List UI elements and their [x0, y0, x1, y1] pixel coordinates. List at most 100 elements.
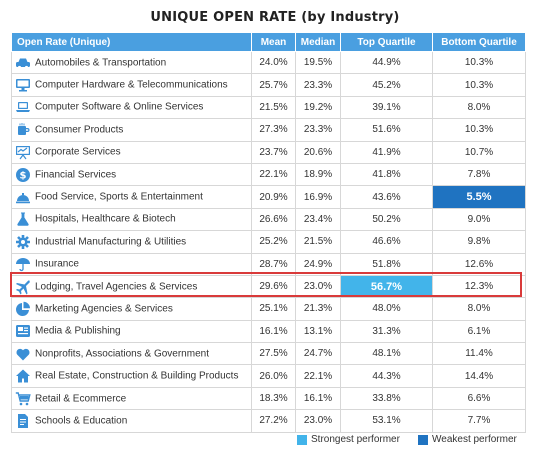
house-icon: [15, 368, 31, 384]
table-row: Industrial Manufacturing & Utilities 25.2…: [11, 230, 526, 254]
bottom-quartile-cell: 7.7%: [432, 409, 526, 433]
open-rate-table: Open Rate (Unique) Mean Median Top Quart…: [11, 32, 526, 433]
airplane-icon: [15, 279, 31, 295]
median-cell: 21.5%: [295, 230, 341, 254]
mean-cell: 27.5%: [251, 342, 296, 366]
industry-cell: Corporate Services: [11, 141, 252, 164]
mean-cell: 16.1%: [251, 320, 296, 344]
industry-label: Industrial Manufacturing & Utilities: [35, 236, 187, 248]
car-icon: [15, 55, 31, 71]
umbrella-icon: [15, 256, 31, 272]
mean-cell: 21.5%: [251, 96, 296, 120]
industry-cell: Media & Publishing: [11, 320, 252, 344]
table-row: Real Estate, Construction & Building Pro…: [11, 364, 526, 388]
bottom-quartile-cell: 12.3%: [432, 275, 526, 299]
strongest-legend-label: Strongest performer: [311, 434, 400, 445]
top-quartile-cell: 44.3%: [340, 364, 433, 388]
header-industry: Open Rate (Unique): [11, 32, 252, 52]
industry-label: Financial Services: [35, 169, 117, 181]
top-quartile-cell: 48.0%: [340, 297, 433, 321]
bottom-quartile-cell: 10.3%: [432, 73, 526, 97]
mean-cell: 24.0%: [251, 51, 296, 75]
industry-cell: Industrial Manufacturing & Utilities: [11, 230, 252, 254]
top-quartile-cell: 33.8%: [340, 387, 433, 411]
industry-cell: $ Financial Services: [11, 163, 252, 187]
pie-chart-icon: [15, 301, 31, 317]
median-cell: 20.6%: [295, 141, 341, 164]
industry-cell: Nonprofits, Associations & Government: [11, 342, 252, 366]
open-rate-table-wrapper: Open Rate (Unique) Mean Median Top Quart…: [11, 32, 526, 433]
table-body: Automobiles & Transportation 24.0% 19.5% 44…: [11, 51, 526, 433]
top-quartile-cell: 39.1%: [340, 96, 433, 120]
top-quartile-cell: 44.9%: [340, 51, 433, 75]
mean-cell: 25.7%: [251, 73, 296, 97]
top-quartile-cell: 48.1%: [340, 342, 433, 366]
median-cell: 24.9%: [295, 253, 341, 276]
strongest-swatch: [297, 435, 307, 445]
bottom-quartile-cell: 9.8%: [432, 230, 526, 254]
industry-label: Schools & Education: [35, 415, 128, 427]
presentation-icon: [15, 144, 31, 160]
top-quartile-cell: 51.6%: [340, 118, 433, 142]
median-cell: 16.9%: [295, 185, 341, 209]
median-cell: 19.2%: [295, 96, 341, 120]
legend: Strongest performer Weakest performer: [0, 434, 550, 448]
mean-cell: 27.2%: [251, 409, 296, 433]
mean-cell: 18.3%: [251, 387, 296, 411]
bottom-quartile-cell: 14.4%: [432, 364, 526, 388]
bottom-quartile-cell: 10.3%: [432, 118, 526, 142]
bottom-quartile-cell: 8.0%: [432, 297, 526, 321]
top-quartile-cell: 41.9%: [340, 141, 433, 164]
industry-label: Computer Hardware & Telecommunications: [35, 79, 228, 91]
top-quartile-cell: 50.2%: [340, 208, 433, 232]
industry-cell: Food Service, Sports & Entertainment: [11, 185, 252, 209]
page-title: UNIQUE OPEN RATE (by Industry): [150, 10, 400, 25]
industry-label: Consumer Products: [35, 124, 124, 136]
industry-label: Media & Publishing: [35, 325, 121, 337]
industry-label: Retail & Ecommerce: [35, 393, 127, 405]
bottom-quartile-cell: 6.6%: [432, 387, 526, 411]
industry-label: Insurance: [35, 258, 79, 270]
mean-cell: 25.2%: [251, 230, 296, 254]
bottom-quartile-cell: 5.5%: [432, 185, 526, 209]
heart-icon: [15, 346, 31, 362]
mean-cell: 23.7%: [251, 141, 296, 164]
industry-label: Nonprofits, Associations & Government: [35, 348, 209, 360]
table-row: $ Financial Services 22.1% 18.9% 41.8% 7.8%: [11, 163, 526, 187]
cup-icon: [15, 122, 31, 138]
industry-label: Marketing Agencies & Services: [35, 303, 173, 315]
industry-cell: Lodging, Travel Agencies & Services: [11, 275, 252, 299]
svg-text:$: $: [20, 170, 27, 181]
mean-cell: 22.1%: [251, 163, 296, 187]
bottom-quartile-cell: 8.0%: [432, 96, 526, 120]
top-quartile-cell: 45.2%: [340, 73, 433, 97]
industry-label: Computer Software & Online Services: [35, 101, 204, 113]
industry-label: Lodging, Travel Agencies & Services: [35, 281, 198, 293]
table-row: Computer Hardware & Telecommunications 25…: [11, 73, 526, 97]
table-row: Marketing Agencies & Services 25.1% 21.3% 4…: [11, 297, 526, 321]
median-cell: 22.1%: [295, 364, 341, 388]
media-icon: [15, 323, 31, 339]
weakest-legend-label: Weakest performer: [432, 434, 517, 445]
top-quartile-cell: 43.6%: [340, 185, 433, 209]
table-row: Food Service, Sports & Entertainment 20.9…: [11, 185, 526, 209]
median-cell: 24.7%: [295, 342, 341, 366]
industry-cell: Consumer Products: [11, 118, 252, 142]
industry-label: Food Service, Sports & Entertainment: [35, 191, 203, 203]
mean-cell: 28.7%: [251, 253, 296, 276]
industry-cell: Insurance: [11, 253, 252, 276]
top-quartile-cell: 31.3%: [340, 320, 433, 344]
median-cell: 19.5%: [295, 51, 341, 75]
weakest-swatch: [418, 435, 428, 445]
industry-label: Corporate Services: [35, 146, 121, 158]
industry-cell: Hospitals, Healthcare & Biotech: [11, 208, 252, 232]
table-row: Media & Publishing 16.1% 13.1% 31.3% 6.1%: [11, 320, 526, 344]
median-cell: 23.3%: [295, 73, 341, 97]
mean-cell: 27.3%: [251, 118, 296, 142]
industry-cell: Marketing Agencies & Services: [11, 297, 252, 321]
mean-cell: 26.6%: [251, 208, 296, 232]
top-quartile-cell: 51.8%: [340, 253, 433, 276]
table-row: Lodging, Travel Agencies & Services 29.6%…: [11, 275, 526, 299]
header-median: Median: [295, 32, 341, 52]
median-cell: 23.0%: [295, 409, 341, 433]
